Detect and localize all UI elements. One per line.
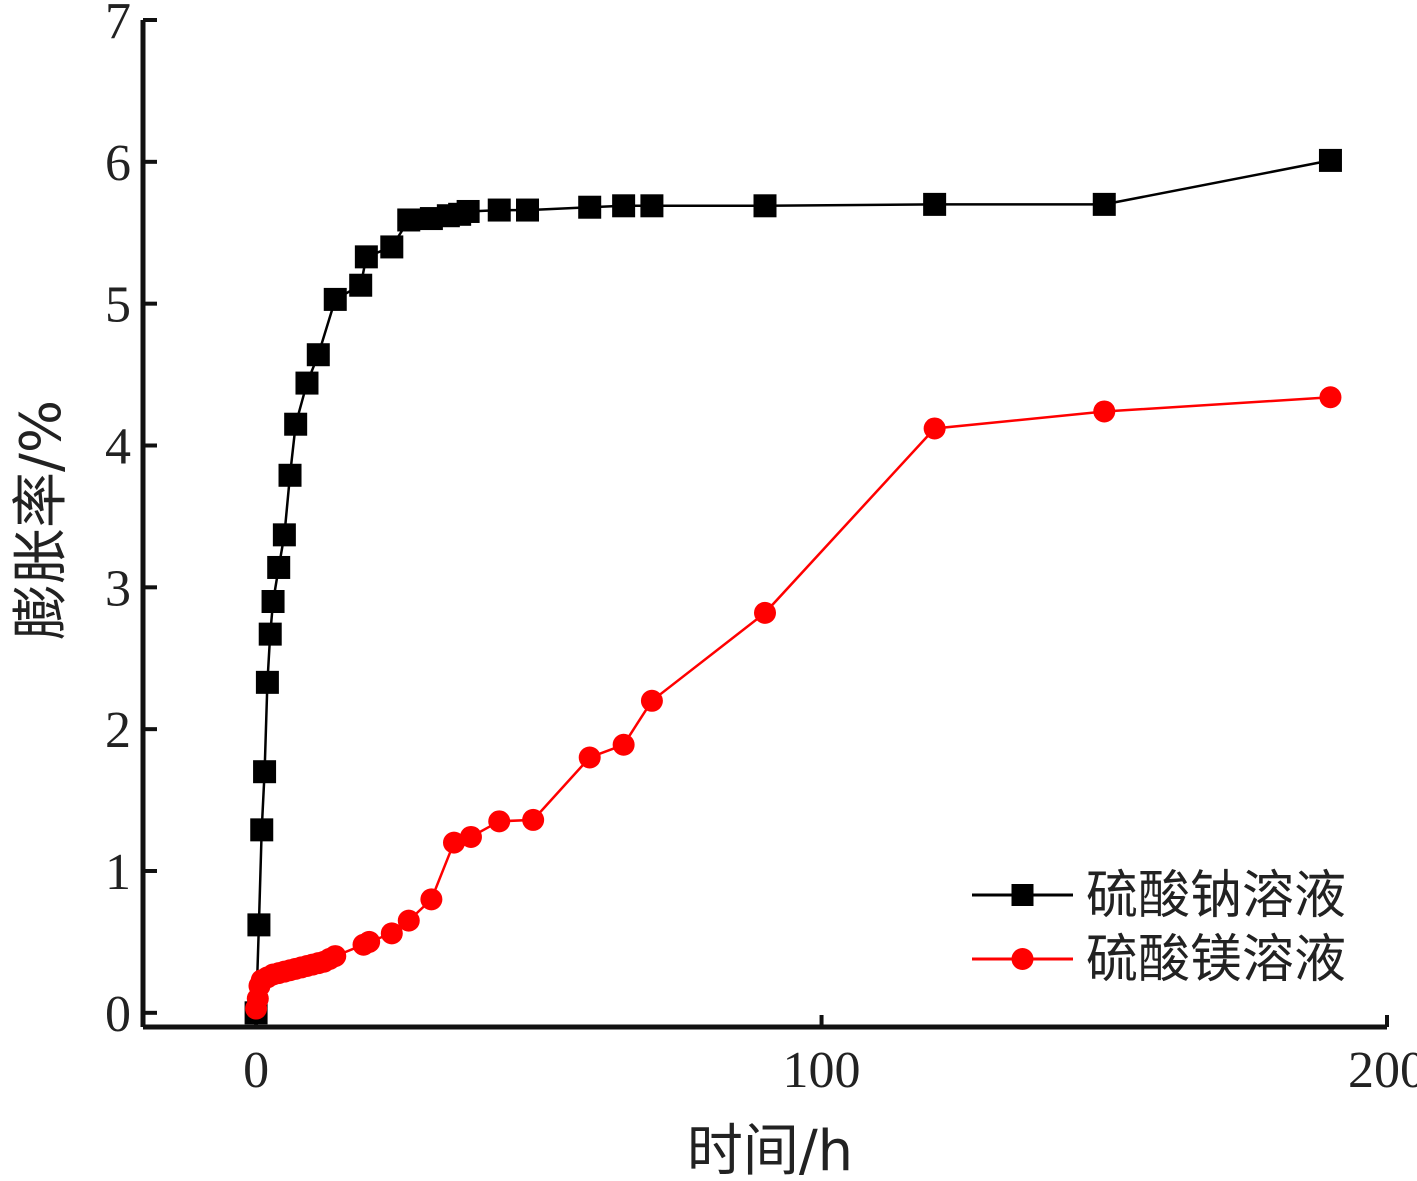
y-tick-label: 5 xyxy=(105,277,131,334)
data-point xyxy=(250,818,274,842)
y-tick-label: 1 xyxy=(105,844,131,901)
data-point xyxy=(324,945,347,968)
data-point xyxy=(380,235,404,259)
x-axis-title: 时间/h xyxy=(687,1119,853,1181)
data-point xyxy=(358,930,381,953)
data-point xyxy=(267,555,291,579)
legend-marker xyxy=(1011,948,1034,970)
data-point xyxy=(397,909,420,932)
series-1 xyxy=(244,148,1342,1025)
data-point xyxy=(380,922,403,945)
y-axis-title: 膨胀率/% xyxy=(9,400,74,640)
data-point xyxy=(487,198,511,222)
data-point xyxy=(459,825,482,848)
data-point xyxy=(488,810,511,833)
legend-label: 硫酸钠溶液 xyxy=(1086,866,1346,926)
data-point xyxy=(284,412,308,436)
data-point xyxy=(278,463,302,487)
data-point xyxy=(1318,148,1342,172)
y-tick-label: 4 xyxy=(105,418,131,475)
x-tick-label: 200 xyxy=(1348,1042,1417,1099)
data-point xyxy=(754,601,776,624)
data-point xyxy=(640,194,664,218)
data-point xyxy=(923,417,946,440)
data-point xyxy=(295,371,319,395)
x-tick-label: 0 xyxy=(243,1042,269,1099)
data-point xyxy=(272,523,296,547)
legend-label: 硫酸镁溶液 xyxy=(1086,930,1346,990)
y-tick-label: 6 xyxy=(105,135,131,192)
axes: 0 1 2 3 4 5 6 7 0 100 200 xyxy=(105,0,1417,1099)
data-point xyxy=(247,913,271,937)
data-point xyxy=(1093,400,1116,423)
data-point xyxy=(578,195,602,219)
series-2 xyxy=(245,386,1342,1020)
data-point xyxy=(923,192,947,216)
y-tick-label: 3 xyxy=(105,560,131,617)
data-point xyxy=(1092,192,1116,216)
data-point xyxy=(258,622,282,646)
x-tick-label: 100 xyxy=(783,1042,861,1099)
data-point xyxy=(349,273,373,297)
data-point xyxy=(443,831,465,854)
data-point xyxy=(420,888,443,911)
y-tick-label: 7 xyxy=(105,0,131,50)
data-point xyxy=(323,287,347,311)
data-point xyxy=(306,343,330,367)
y-tick-label: 2 xyxy=(105,702,131,759)
data-point xyxy=(516,198,540,222)
y-tick-label: 0 xyxy=(105,986,131,1043)
data-point xyxy=(253,760,277,784)
legend-marker xyxy=(1011,884,1034,906)
data-point xyxy=(255,670,279,694)
data-point xyxy=(578,746,601,769)
data-point xyxy=(640,689,663,712)
data-point xyxy=(522,808,545,831)
series-layer xyxy=(244,148,1342,1025)
data-point xyxy=(397,208,421,232)
data-point xyxy=(753,194,777,218)
data-point xyxy=(612,733,635,756)
data-point xyxy=(354,245,378,269)
data-point xyxy=(612,194,636,218)
data-point xyxy=(261,590,285,614)
data-point xyxy=(456,199,480,223)
data-point xyxy=(1319,386,1342,409)
